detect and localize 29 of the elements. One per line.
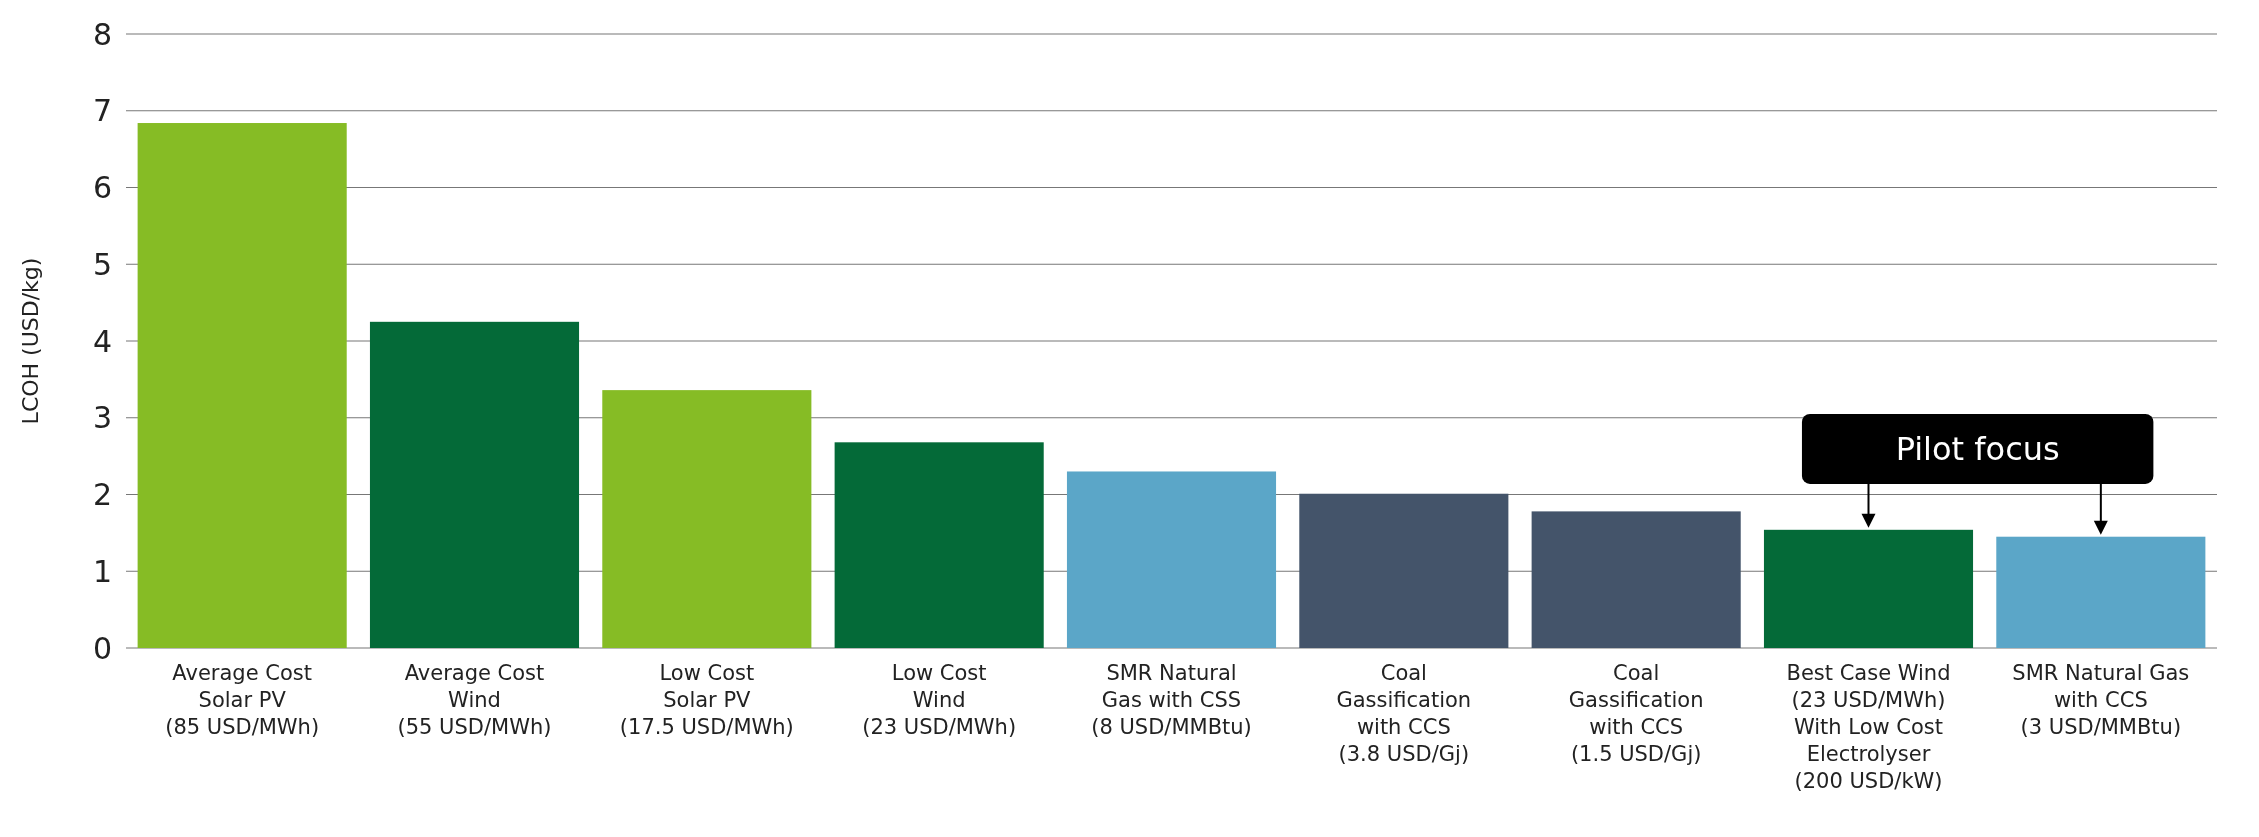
y-tick-label: 5	[92, 246, 112, 282]
x-tick-label: Low Cost Wind (23 USD/MWh)	[862, 661, 1017, 739]
x-tick-label: Average Cost Solar PV (85 USD/MWh)	[165, 661, 320, 739]
x-tick-label: Coal Gassification with CCS (1.5 USD/Gj)	[1568, 661, 1704, 766]
x-tick-label: Low Cost Solar PV (17.5 USD/MWh)	[619, 661, 794, 739]
y-tick-label: 3	[92, 400, 112, 436]
bar	[1531, 511, 1741, 648]
x-tick-label: Best Case Wind (23 USD/MWh) With Low Cost Electrolyser (200 USD/kW)	[1786, 661, 1951, 793]
y-tick-label: 8	[92, 16, 112, 52]
bar	[602, 390, 812, 648]
y-axis-title: LCOH (USD/kg)	[18, 257, 43, 425]
x-tick-label: Average Cost Wind (55 USD/MWh)	[397, 661, 552, 739]
bar	[1066, 471, 1277, 648]
y-tick-label: 1	[92, 553, 112, 589]
bar	[137, 123, 347, 648]
y-tick-label: 7	[92, 93, 112, 129]
x-tick-label: Coal Gassification with CCS (3.8 USD/Gj)	[1336, 661, 1472, 766]
bar	[369, 321, 580, 648]
x-tick-label: SMR Natural Gas with CSS (8 USD/MMBtu)	[1091, 661, 1252, 739]
y-tick-label: 2	[92, 477, 112, 512]
bar	[834, 442, 1044, 648]
bar	[1996, 536, 2206, 648]
bar	[1299, 493, 1509, 648]
x-tick-label: SMR Natural Gas with CCS (3 USD/MMBtu)	[2012, 661, 2190, 739]
bar	[1763, 529, 1974, 648]
y-tick-label: 0	[92, 630, 112, 666]
annotation: Pilot focus	[1895, 430, 2060, 469]
y-tick-label: 6	[92, 170, 112, 205]
y-tick-label: 4	[92, 323, 112, 359]
